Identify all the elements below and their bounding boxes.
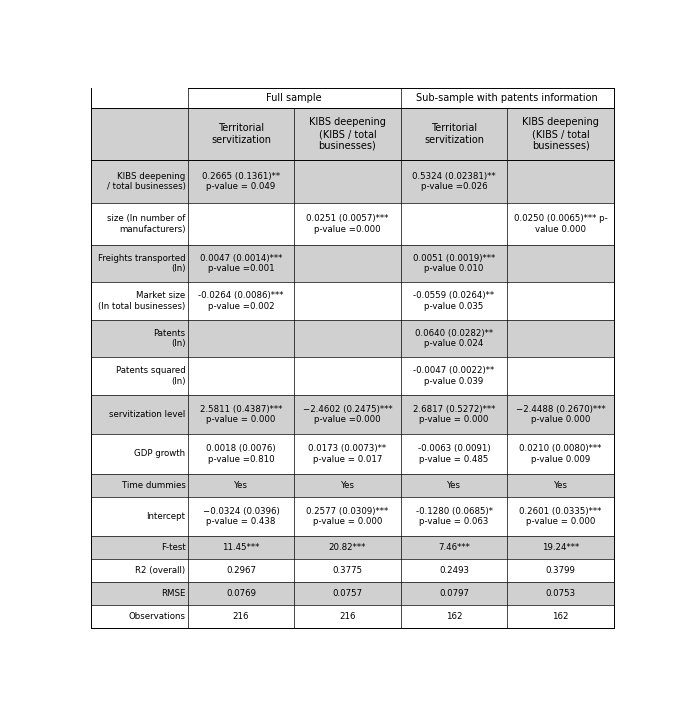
Bar bbox=[91, 160, 614, 203]
Bar bbox=[91, 497, 614, 536]
Text: 0.0769: 0.0769 bbox=[226, 589, 256, 598]
Bar bbox=[91, 395, 614, 435]
Text: KIBS deepening
(KIBS / total
businesses): KIBS deepening (KIBS / total businesses) bbox=[309, 118, 386, 150]
Text: Market size
(ln total businesses): Market size (ln total businesses) bbox=[99, 291, 186, 311]
Text: 0.5324 (0.02381)**
p-value =0.026: 0.5324 (0.02381)** p-value =0.026 bbox=[412, 172, 496, 191]
Bar bbox=[91, 108, 614, 160]
Text: Patents squared
(ln): Patents squared (ln) bbox=[116, 367, 186, 386]
Text: 0.2577 (0.0309)***
p-value = 0.000: 0.2577 (0.0309)*** p-value = 0.000 bbox=[306, 507, 388, 526]
Text: 0.2493: 0.2493 bbox=[439, 566, 469, 575]
Bar bbox=[91, 245, 614, 282]
Text: R2 (overall): R2 (overall) bbox=[136, 566, 186, 575]
Bar bbox=[91, 435, 614, 474]
Bar bbox=[91, 282, 614, 320]
Text: 20.82***: 20.82*** bbox=[329, 543, 366, 552]
Text: Intercept: Intercept bbox=[147, 512, 186, 521]
Bar bbox=[91, 474, 614, 497]
Text: 2.6817 (0.5272)***
p-value = 0.000: 2.6817 (0.5272)*** p-value = 0.000 bbox=[413, 405, 495, 424]
Text: Yes: Yes bbox=[340, 481, 354, 490]
Text: 0.0251 (0.0057)***
p-value =0.000: 0.0251 (0.0057)*** p-value =0.000 bbox=[306, 214, 388, 234]
Text: Yes: Yes bbox=[553, 481, 568, 490]
Text: size (ln number of
manufacturers): size (ln number of manufacturers) bbox=[107, 214, 186, 234]
Text: Yes: Yes bbox=[447, 481, 461, 490]
Bar bbox=[91, 203, 614, 245]
Text: -0.0063 (0.0091)
p-value = 0.485: -0.0063 (0.0091) p-value = 0.485 bbox=[418, 445, 490, 464]
Text: -0.1280 (0.0685)*
p-value = 0.063: -0.1280 (0.0685)* p-value = 0.063 bbox=[416, 507, 493, 526]
Text: Territorial
servitization: Territorial servitization bbox=[424, 123, 484, 145]
Text: 11.45***: 11.45*** bbox=[222, 543, 260, 552]
Text: Sub-sample with patents information: Sub-sample with patents information bbox=[416, 93, 598, 103]
Text: 0.0018 (0.0076)
p-value =0.810: 0.0018 (0.0076) p-value =0.810 bbox=[206, 445, 276, 464]
Text: 216: 216 bbox=[233, 613, 249, 621]
Text: 0.3775: 0.3775 bbox=[332, 566, 362, 575]
Text: -0.0047 (0.0022)**
p-value 0.039: -0.0047 (0.0022)** p-value 0.039 bbox=[414, 367, 495, 386]
Text: 7.46***: 7.46*** bbox=[438, 543, 470, 552]
Text: F-test: F-test bbox=[161, 543, 186, 552]
Text: servitization level: servitization level bbox=[110, 410, 186, 419]
Text: 0.0051 (0.0019)***
p-value 0.010: 0.0051 (0.0019)*** p-value 0.010 bbox=[413, 254, 495, 273]
Text: 0.0210 (0.0080)***
p-value 0.009: 0.0210 (0.0080)*** p-value 0.009 bbox=[519, 445, 601, 464]
Text: 0.0757: 0.0757 bbox=[332, 589, 362, 598]
Text: 0.0753: 0.0753 bbox=[545, 589, 575, 598]
Text: 19.24***: 19.24*** bbox=[542, 543, 580, 552]
Text: −2.4602 (0.2475)***
p-value =0.000: −2.4602 (0.2475)*** p-value =0.000 bbox=[303, 405, 393, 424]
Text: 0.0640 (0.0282)**
p-value 0.024: 0.0640 (0.0282)** p-value 0.024 bbox=[415, 329, 493, 348]
Text: 0.0797: 0.0797 bbox=[439, 589, 469, 598]
Text: 216: 216 bbox=[339, 613, 356, 621]
Text: -0.0559 (0.0264)**
p-value 0.035: -0.0559 (0.0264)** p-value 0.035 bbox=[414, 291, 495, 311]
Bar bbox=[91, 582, 614, 605]
Text: 0.2665 (0.1361)**
p-value = 0.049: 0.2665 (0.1361)** p-value = 0.049 bbox=[202, 172, 280, 191]
Text: 162: 162 bbox=[552, 613, 569, 621]
Text: 0.0173 (0.0073)**
p-value = 0.017: 0.0173 (0.0073)** p-value = 0.017 bbox=[308, 445, 386, 464]
Text: Territorial
servitization: Territorial servitization bbox=[211, 123, 271, 145]
Text: −0.0324 (0.0396)
p-value = 0.438: −0.0324 (0.0396) p-value = 0.438 bbox=[203, 507, 279, 526]
Text: -0.0264 (0.0086)***
p-value =0.002: -0.0264 (0.0086)*** p-value =0.002 bbox=[198, 291, 284, 311]
Text: KIBS deepening
(KIBS / total
businesses): KIBS deepening (KIBS / total businesses) bbox=[522, 118, 599, 150]
Text: 0.2601 (0.0335)***
p-value = 0.000: 0.2601 (0.0335)*** p-value = 0.000 bbox=[519, 507, 601, 526]
Text: Observations: Observations bbox=[129, 613, 186, 621]
Text: RMSE: RMSE bbox=[161, 589, 186, 598]
Text: 0.0047 (0.0014)***
p-value =0.001: 0.0047 (0.0014)*** p-value =0.001 bbox=[200, 254, 282, 273]
Text: 0.3799: 0.3799 bbox=[546, 566, 575, 575]
Text: Full sample: Full sample bbox=[266, 93, 322, 103]
Bar bbox=[91, 320, 614, 357]
Text: Patents
(ln): Patents (ln) bbox=[153, 329, 186, 348]
Text: 2.5811 (0.4387)***
p-value = 0.000: 2.5811 (0.4387)*** p-value = 0.000 bbox=[200, 405, 282, 424]
Bar bbox=[91, 559, 614, 582]
Text: KIBS deepening
/ total businesses): KIBS deepening / total businesses) bbox=[107, 172, 186, 191]
Text: Freights transported
(ln): Freights transported (ln) bbox=[98, 254, 186, 273]
Text: Yes: Yes bbox=[234, 481, 248, 490]
Text: GDP growth: GDP growth bbox=[134, 450, 186, 459]
Bar bbox=[91, 536, 614, 559]
Text: Time dummies: Time dummies bbox=[122, 481, 186, 490]
Text: −2.4488 (0.2670)***
p-value 0.000: −2.4488 (0.2670)*** p-value 0.000 bbox=[516, 405, 606, 424]
Bar bbox=[91, 605, 614, 628]
Bar bbox=[91, 357, 614, 395]
Text: 0.2967: 0.2967 bbox=[226, 566, 256, 575]
Text: 0.0250 (0.0065)*** p-
value 0.000: 0.0250 (0.0065)*** p- value 0.000 bbox=[514, 214, 608, 234]
Text: 162: 162 bbox=[446, 613, 462, 621]
